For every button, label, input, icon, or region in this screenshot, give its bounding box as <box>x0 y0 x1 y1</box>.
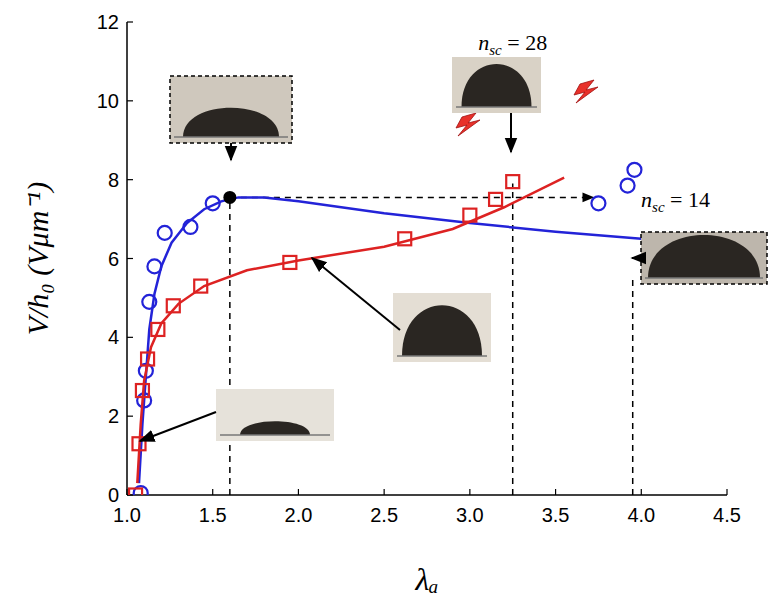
pointer-arrow <box>140 412 216 441</box>
inset-frame <box>641 232 767 284</box>
annotation-main: n <box>478 30 489 55</box>
annotation-subscript: sc <box>489 42 502 58</box>
fit-line <box>139 197 641 483</box>
annotation: nsc = 14 <box>641 187 710 215</box>
data-point <box>147 259 161 273</box>
data-point <box>194 280 207 293</box>
data-point <box>183 220 197 234</box>
y-tick-label: 2 <box>108 405 119 427</box>
data-point <box>283 256 296 269</box>
fit-line <box>137 178 564 483</box>
x-tick-label: 4.0 <box>627 504 655 526</box>
data-point <box>129 489 142 496</box>
pointer-arrow <box>632 257 640 259</box>
inset-photo <box>216 389 334 441</box>
reference-vline <box>229 197 231 495</box>
y-tick <box>127 416 133 417</box>
y-tick-label: 8 <box>108 169 119 191</box>
pointer-arrow <box>230 143 232 160</box>
x-tick-label: 2.0 <box>285 504 313 526</box>
inset-substrate <box>397 355 487 357</box>
reference-vline <box>512 184 514 495</box>
inset-photo <box>452 57 541 113</box>
x-tick-label: 1.0 <box>113 504 141 526</box>
annotation: nsc = 28 <box>478 30 547 58</box>
inset-drop <box>183 108 279 137</box>
y-tick <box>127 179 133 180</box>
data-point <box>158 226 172 240</box>
data-point <box>167 299 180 312</box>
x-tick <box>126 489 127 495</box>
y-tick-label: 4 <box>108 326 119 348</box>
x-tick-label: 3.0 <box>456 504 484 526</box>
inset-drop <box>462 64 532 107</box>
inset-drop <box>402 305 482 356</box>
inset-substrate <box>456 106 537 108</box>
x-tick-label: 3.5 <box>542 504 570 526</box>
pointer-arrow <box>510 113 512 152</box>
x-axis-title: λₐ <box>414 561 438 597</box>
chart: 1.0 1.5 2.0 2.5 3.0 3.5 4.0 4.5 0 2 4 6 8 10 12 λₐ V/h₀ … <box>0 0 775 616</box>
data-point <box>489 193 502 206</box>
data-point <box>206 196 220 210</box>
inset-drop <box>240 421 310 435</box>
reference-vline <box>632 278 634 495</box>
inset-substrate <box>645 277 763 279</box>
inset-photo <box>393 293 491 362</box>
inset-frame <box>170 76 292 143</box>
x-tick <box>555 489 556 495</box>
x-tick <box>726 489 727 495</box>
data-point <box>627 163 641 177</box>
data-point <box>141 353 154 366</box>
data-point <box>398 232 411 245</box>
y-tick <box>127 100 133 101</box>
annotation-main: n <box>641 187 652 212</box>
y-tick <box>127 258 133 259</box>
x-tick-label: 4.5 <box>713 504 741 526</box>
x-tick <box>384 489 385 495</box>
data-point <box>591 196 605 210</box>
data-point <box>151 323 164 336</box>
data-point <box>506 175 519 188</box>
x-tick <box>212 489 213 495</box>
annotation-suffix: = 14 <box>665 187 710 212</box>
data-point <box>136 384 149 397</box>
inset-drop <box>648 235 760 278</box>
y-tick <box>127 337 133 338</box>
y-tick-label: 12 <box>97 11 119 33</box>
reference-hline <box>230 197 593 199</box>
x-tick-label: 2.5 <box>370 504 398 526</box>
pointer-arrow <box>312 258 400 330</box>
y-tick-label: 0 <box>108 484 119 506</box>
y-axis-title: V/h₀ (Vμm⁻¹) <box>21 182 55 336</box>
y-tick-label: 6 <box>108 248 119 270</box>
x-tick <box>298 489 299 495</box>
breakdown-icon <box>456 113 480 136</box>
y-tick <box>127 21 133 22</box>
inset-frame <box>216 389 334 441</box>
y-tick-label: 10 <box>97 90 119 112</box>
x-tick <box>641 489 642 495</box>
marked-point <box>223 191 236 204</box>
data-point <box>142 295 156 309</box>
x-tick-label: 1.5 <box>199 504 227 526</box>
inset-substrate <box>174 136 288 138</box>
inset-photo <box>641 232 767 284</box>
breakdown-icon <box>574 80 598 103</box>
annotation-subscript: sc <box>652 199 665 215</box>
x-tick <box>469 489 470 495</box>
inset-frame <box>452 57 541 113</box>
inset-photo <box>170 76 292 143</box>
inset-frame <box>393 293 491 362</box>
data-point <box>463 209 476 222</box>
x-axis <box>127 494 727 496</box>
plot-data <box>129 163 641 495</box>
annotation-suffix: = 28 <box>502 30 547 55</box>
inset-substrate <box>220 434 330 436</box>
data-point <box>621 179 635 193</box>
